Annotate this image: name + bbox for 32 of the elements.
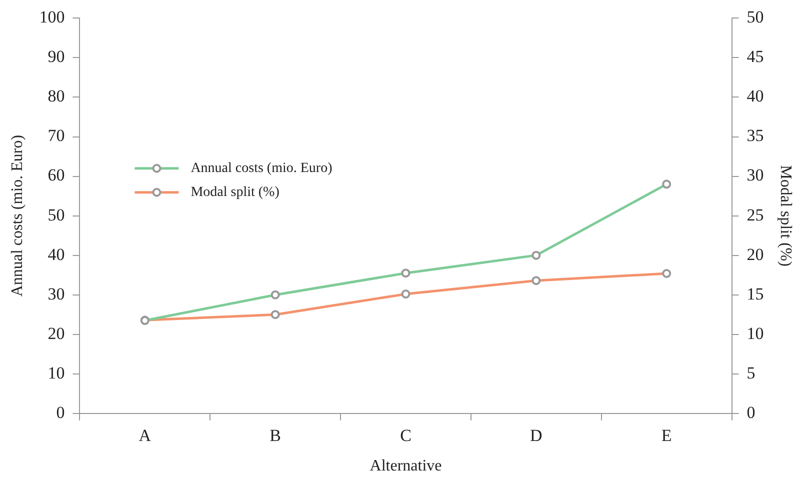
y-tick-label: 30 bbox=[48, 284, 65, 304]
x-tick-label: B bbox=[270, 426, 281, 446]
y-tick-label: 70 bbox=[48, 126, 65, 146]
y2-tick-label: 40 bbox=[746, 86, 764, 106]
y-tick-label: 50 bbox=[48, 205, 65, 224]
y2-tick-label: 45 bbox=[746, 47, 764, 66]
y2-tick-label: 25 bbox=[746, 205, 764, 224]
y-tick-label: 20 bbox=[48, 324, 65, 343]
y2-tick-label: 30 bbox=[746, 166, 764, 185]
y-tick-label: 40 bbox=[48, 244, 65, 264]
y2-tick-label: 20 bbox=[746, 244, 764, 264]
x-tick-label: C bbox=[400, 426, 412, 446]
legend-label: Annual costs (mio. Euro) bbox=[190, 161, 333, 176]
y2-tick-label: 50 bbox=[746, 8, 764, 27]
x-tick-label: D bbox=[530, 426, 542, 446]
x-tick-label: A bbox=[138, 426, 152, 446]
y2-axis-title: Modal split (%) bbox=[777, 165, 794, 266]
y2-tick-label: 15 bbox=[746, 284, 764, 304]
y2-tick-label: 35 bbox=[746, 126, 764, 146]
y2-tick-label: 5 bbox=[746, 363, 756, 382]
y-tick-label: 0 bbox=[56, 402, 65, 422]
y-tick-label: 90 bbox=[48, 47, 65, 66]
y-tick-label: 60 bbox=[48, 166, 65, 185]
y-tick-label: 100 bbox=[39, 8, 65, 27]
x-tick-label: E bbox=[661, 426, 672, 446]
y-tick-label: 10 bbox=[48, 363, 65, 382]
y2-tick-label: 10 bbox=[746, 324, 764, 343]
y-tick-label: 80 bbox=[48, 86, 65, 106]
x-axis-title: Alternative bbox=[370, 458, 442, 475]
y2-tick-label: 0 bbox=[746, 402, 756, 422]
y-axis-title: Annual costs (mio. Euro) bbox=[8, 134, 26, 297]
legend-label: Modal split (%) bbox=[190, 185, 280, 200]
